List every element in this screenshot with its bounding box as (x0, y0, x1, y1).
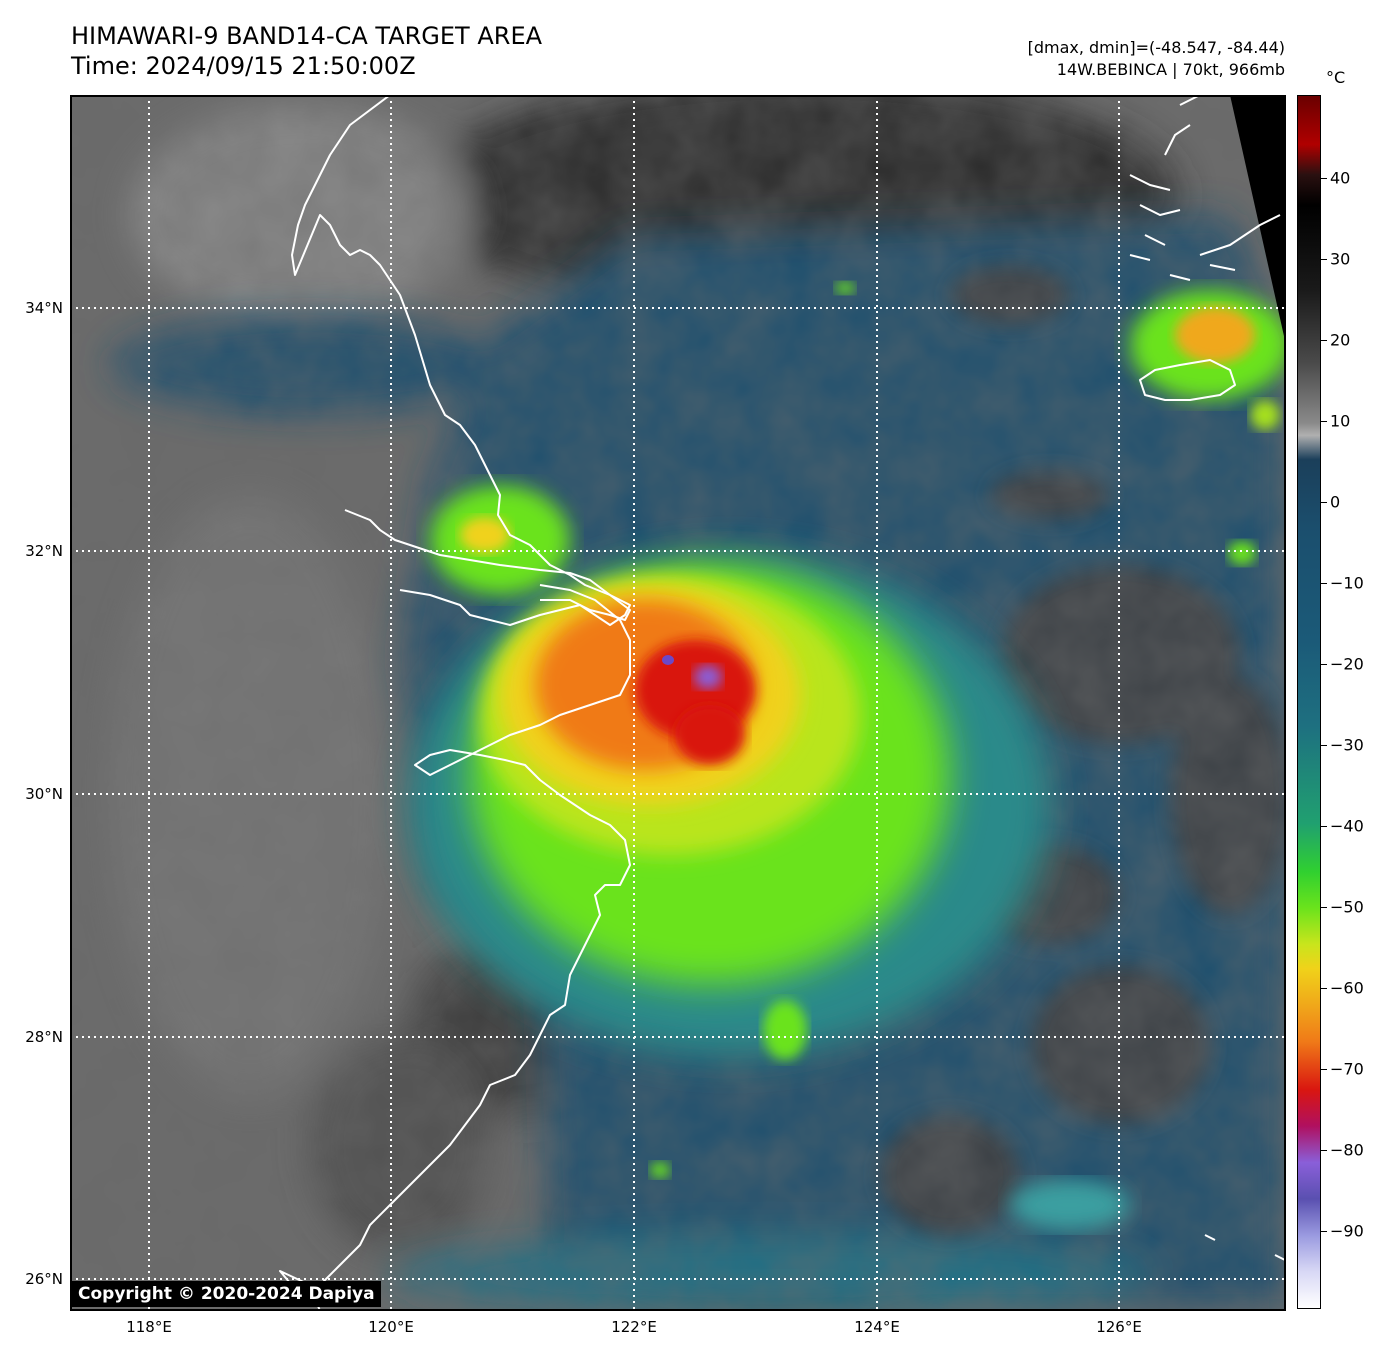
colorbar-tick-mark (1321, 502, 1327, 503)
typhoon-eye (694, 665, 722, 689)
colorbar-tick-mark (1321, 259, 1327, 260)
colorbar-tick-label: −50 (1330, 897, 1364, 917)
colorbar-unit: °C (1326, 68, 1346, 87)
lon-label-124e: 124°E (854, 1318, 900, 1336)
lon-label-120e: 120°E (368, 1318, 414, 1336)
storm-info-label: 14W.BEBINCA | 70kt, 966mb (1056, 60, 1285, 79)
colorbar-tick-mark (1321, 583, 1327, 584)
lat-label-26n: 26°N (25, 1270, 63, 1288)
lat-label-32n: 32°N (25, 542, 63, 560)
colorbar-tick-label: −30 (1330, 735, 1364, 755)
lon-label-126e: 126°E (1096, 1318, 1142, 1336)
no-data-wedge (1230, 95, 1286, 345)
lat-label-30n: 30°N (25, 785, 63, 803)
coastline (279, 95, 1286, 1311)
satellite-map (70, 95, 1286, 1311)
chart-timestamp: Time: 2024/09/15 21:50:00Z (71, 52, 416, 80)
colorbar-tick-label: 10 (1330, 411, 1351, 431)
colorbar-tick-label: 20 (1330, 330, 1351, 350)
colorbar-tick-mark (1321, 421, 1327, 422)
colorbar-tick-mark (1321, 1150, 1327, 1151)
colorbar-tick-label: −10 (1330, 573, 1364, 593)
colorbar-tick-mark (1321, 664, 1327, 665)
colorbar-tick-label: −80 (1330, 1140, 1364, 1160)
data-range-label: [dmax, dmin]=(-48.547, -84.44) (1027, 38, 1285, 57)
lat-label-34n: 34°N (25, 299, 63, 317)
lon-label-118e: 118°E (126, 1318, 172, 1336)
colorbar-tick-label: 30 (1330, 249, 1351, 269)
colorbar (1297, 95, 1321, 1309)
colorbar-tick-label: 40 (1330, 168, 1351, 188)
graticule (70, 95, 1286, 1311)
colorbar-tick-label: −90 (1330, 1221, 1364, 1241)
colorbar-tick-mark (1321, 340, 1327, 341)
chart-title: HIMAWARI-9 BAND14-CA TARGET AREA (71, 22, 543, 50)
colorbar-tick-label: −40 (1330, 816, 1364, 836)
typhoon-convection (410, 282, 1286, 1230)
lon-label-122e: 122°E (611, 1318, 657, 1336)
colorbar-tick-mark (1321, 988, 1327, 989)
copyright-banner: Copyright © 2020-2024 Dapiya (72, 1281, 381, 1307)
colorbar-tick-mark (1321, 826, 1327, 827)
colorbar-tick-label: −70 (1330, 1059, 1364, 1079)
colorbar-tick-mark (1321, 907, 1327, 908)
colorbar-tick-mark (1321, 1069, 1327, 1070)
colorbar-tick-label: 0 (1330, 492, 1341, 512)
colorbar-tick-mark (1321, 1231, 1327, 1232)
colorbar-tick-mark (1321, 178, 1327, 179)
colorbar-tick-label: −60 (1330, 978, 1364, 998)
map-frame (70, 95, 1286, 1311)
colorbar-tick-label: −20 (1330, 654, 1364, 674)
colorbar-tick-mark (1321, 745, 1327, 746)
lat-label-28n: 28°N (25, 1028, 63, 1046)
